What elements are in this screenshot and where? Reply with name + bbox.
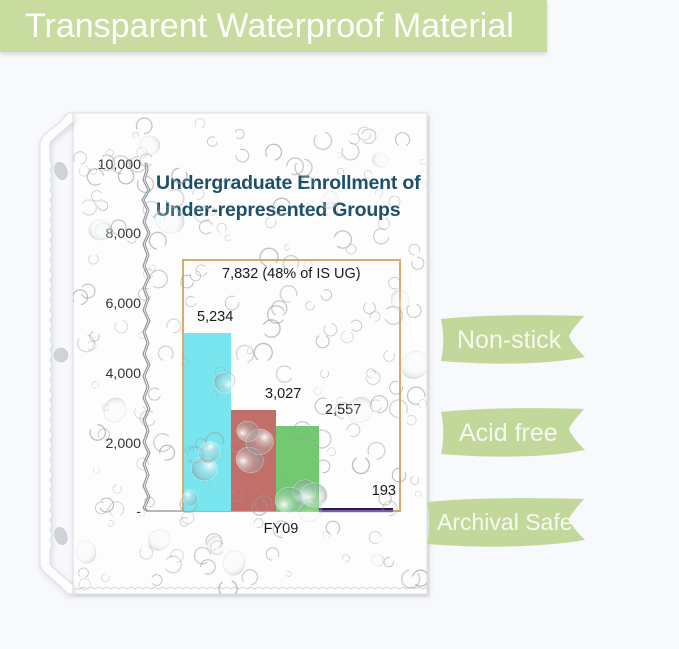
svg-text:FY09: FY09 (264, 521, 299, 537)
svg-text:Undergraduate Enrollment of: Undergraduate Enrollment of (156, 172, 421, 194)
svg-text:5,234: 5,234 (197, 309, 233, 325)
svg-text:2,000: 2,000 (105, 436, 141, 452)
svg-text:Under-represented Groups: Under-represented Groups (156, 199, 401, 221)
svg-text:193: 193 (372, 483, 396, 499)
svg-text:10,000: 10,000 (98, 157, 142, 173)
svg-text:7,832 (48% of IS UG): 7,832 (48% of IS UG) (222, 266, 361, 282)
svg-text:6,000: 6,000 (105, 296, 141, 312)
svg-text:8,000: 8,000 (105, 226, 141, 242)
svg-text:4,000: 4,000 (105, 366, 141, 382)
svg-text:-: - (136, 504, 141, 520)
svg-text:2,557: 2,557 (325, 402, 361, 418)
svg-text:3,027: 3,027 (265, 386, 301, 402)
